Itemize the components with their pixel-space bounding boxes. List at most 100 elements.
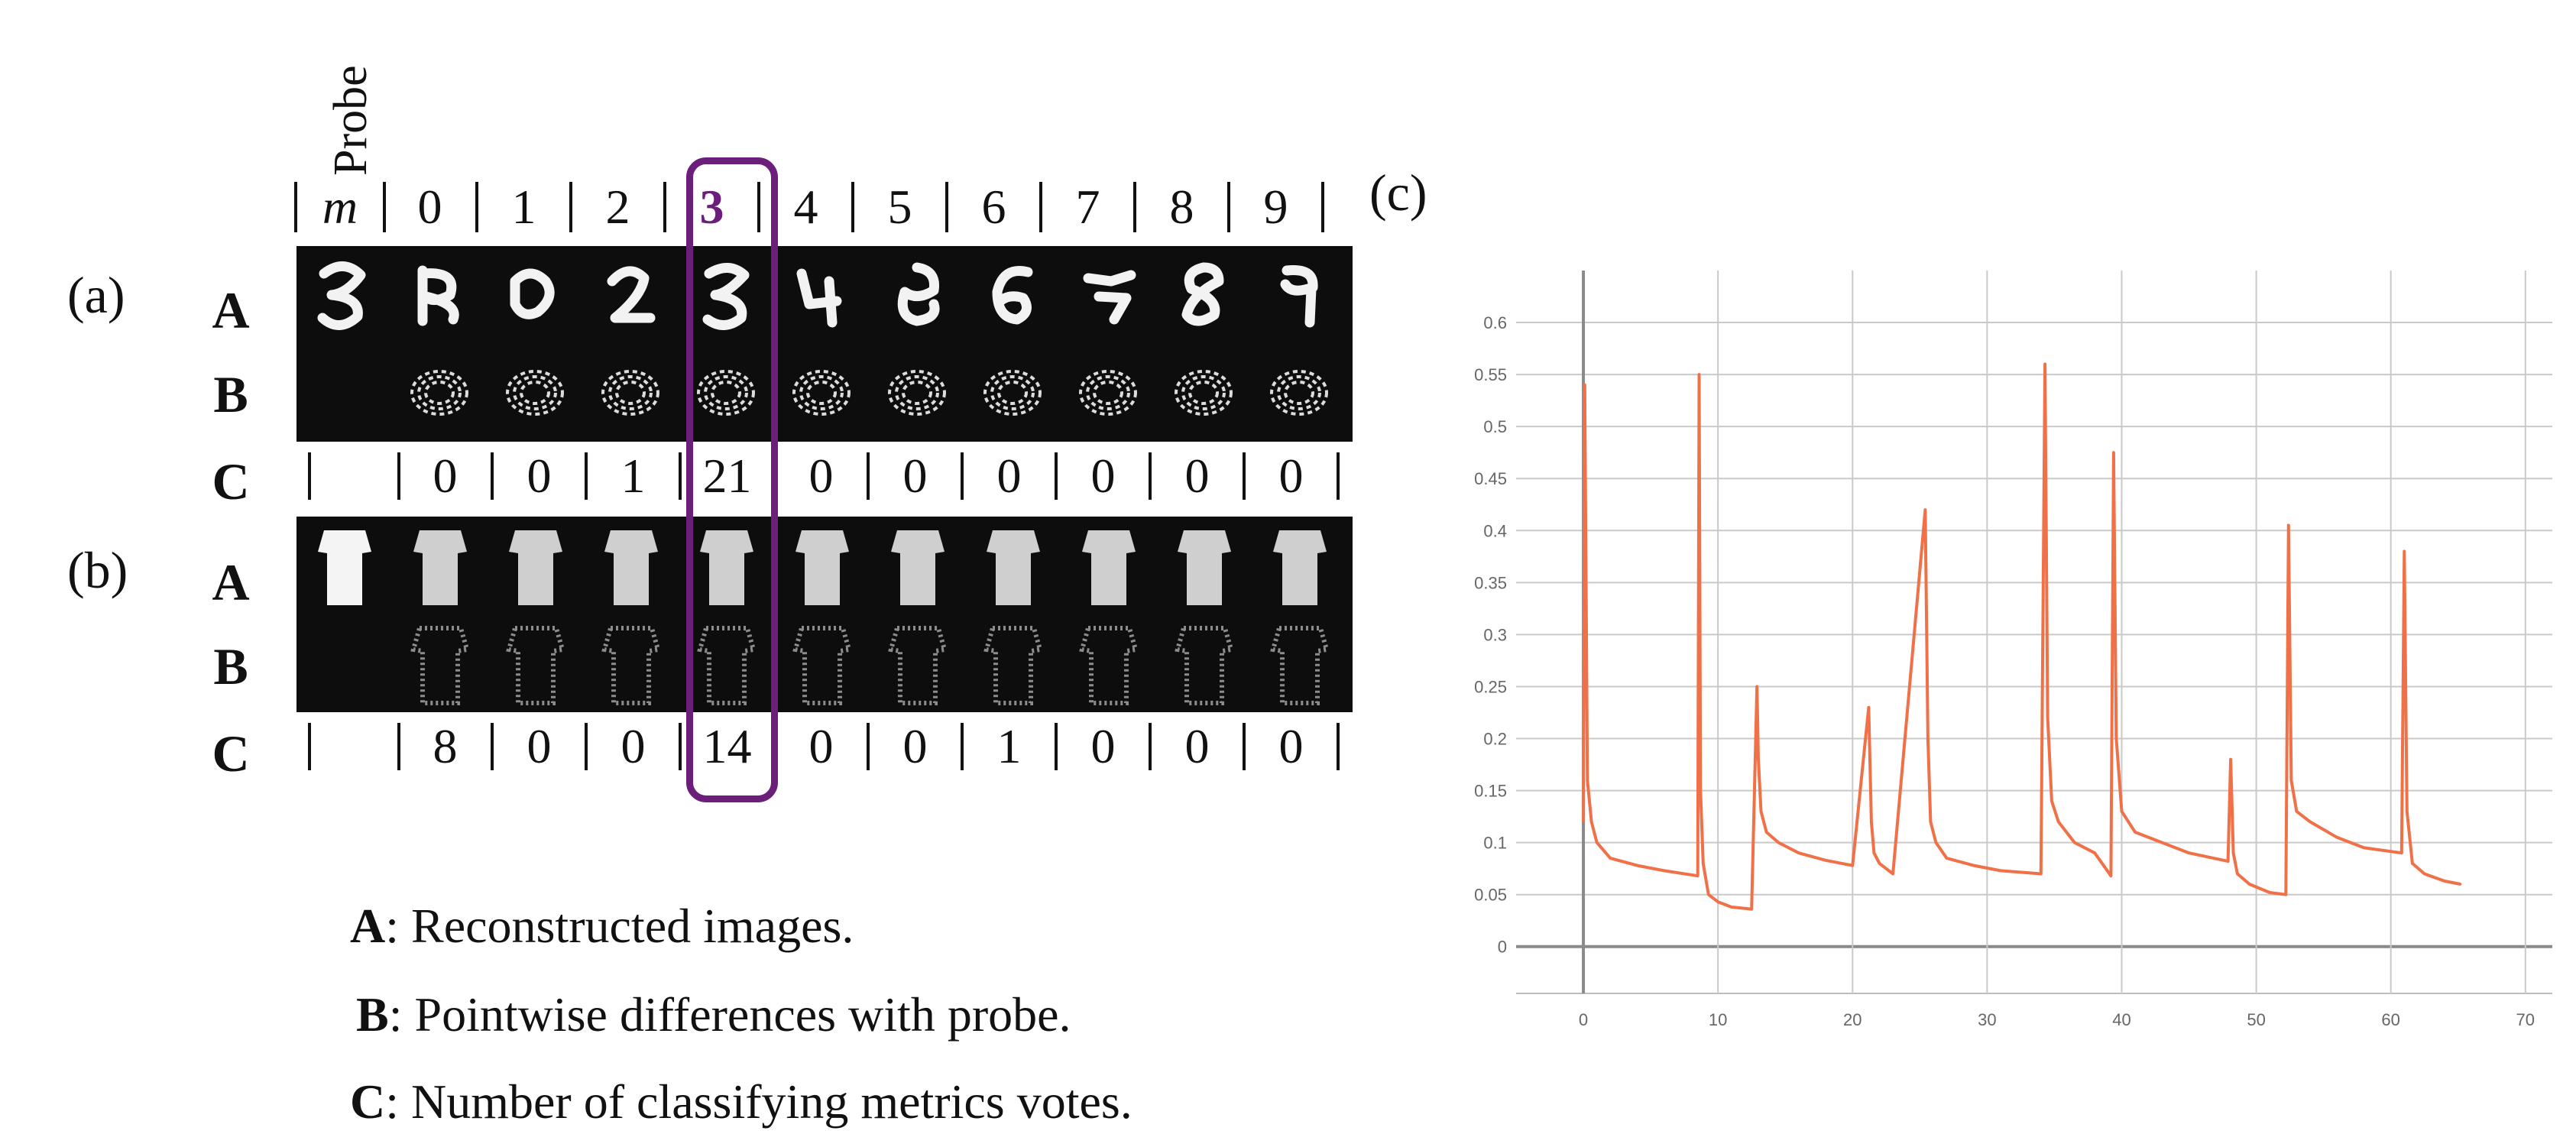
data-point bbox=[2229, 758, 2232, 760]
data-point bbox=[2110, 874, 2112, 877]
y-tick-label: 0.55 bbox=[1474, 365, 1507, 384]
data-point bbox=[1707, 893, 1710, 896]
column-header-1: 1 bbox=[511, 180, 536, 234]
x-tick-label: 10 bbox=[1709, 1010, 1727, 1029]
data-point bbox=[2285, 893, 2287, 896]
column-separator bbox=[585, 723, 588, 770]
data-point bbox=[1636, 864, 1638, 867]
column-header-7: 7 bbox=[1075, 180, 1100, 234]
column-separator bbox=[679, 452, 682, 500]
data-point bbox=[1663, 870, 1665, 872]
column-separator bbox=[308, 452, 311, 500]
panel-b-row-c-label: C bbox=[212, 724, 250, 782]
panel-a-row-b-label: B bbox=[213, 365, 248, 423]
column-separator bbox=[308, 723, 311, 770]
x-tick-label: 60 bbox=[2381, 1010, 2399, 1029]
difference-image bbox=[588, 619, 674, 708]
panel-b-votes-row: 8 0 0 14 0 0 1 0 0 0 bbox=[294, 712, 1364, 781]
column-separator bbox=[757, 182, 760, 232]
panel-a-row-c-label: C bbox=[212, 452, 250, 510]
data-point bbox=[1924, 508, 1926, 511]
x-tick-label: 20 bbox=[1843, 1010, 1862, 1029]
legend-item-a: A: Reconstructed images. bbox=[350, 902, 854, 951]
difference-image bbox=[1161, 619, 1247, 708]
data-point bbox=[2296, 810, 2298, 812]
data-point bbox=[2287, 524, 2290, 527]
x-tick-label: 40 bbox=[2112, 1010, 2130, 1029]
y-tick-label: 0.35 bbox=[1474, 573, 1507, 592]
data-point bbox=[2403, 550, 2406, 552]
panel-a-row-a-label: A bbox=[212, 281, 250, 339]
reconstructed-image bbox=[492, 251, 578, 339]
data-point bbox=[1582, 821, 1585, 823]
column-header-9: 9 bbox=[1263, 180, 1288, 234]
data-point bbox=[2050, 799, 2053, 802]
difference-image bbox=[683, 348, 770, 437]
data-point bbox=[1730, 906, 1732, 909]
reconstructed-image bbox=[874, 251, 961, 339]
y-tick-label: 0.3 bbox=[1483, 625, 1507, 644]
reconstructed-image bbox=[970, 251, 1056, 339]
data-point bbox=[2363, 847, 2365, 849]
reconstructed-image bbox=[1256, 521, 1343, 610]
reconstructed-image bbox=[1065, 521, 1152, 610]
data-point bbox=[1777, 841, 1780, 844]
difference-image bbox=[1065, 348, 1152, 437]
difference-image bbox=[1065, 619, 1152, 708]
data-point bbox=[2443, 880, 2446, 883]
x-tick-label: 50 bbox=[2247, 1010, 2265, 1029]
legend-key: A bbox=[350, 899, 386, 953]
data-point bbox=[1935, 841, 1937, 844]
data-point bbox=[2336, 836, 2338, 839]
column-separator bbox=[1243, 452, 1246, 500]
data-point bbox=[1999, 870, 2002, 872]
difference-image bbox=[683, 619, 770, 708]
data-point bbox=[2460, 883, 2462, 886]
series-line-0 bbox=[1582, 362, 2461, 911]
panel-a-vote-8: 0 bbox=[1184, 449, 1210, 503]
panel-a-votes-row: 0 0 1 21 0 0 0 0 0 0 bbox=[294, 442, 1364, 510]
highlighted-column-box bbox=[686, 157, 778, 802]
panel-b-vote-7: 0 bbox=[1090, 719, 1116, 773]
panel-b-vote-9: 0 bbox=[1278, 719, 1304, 773]
y-tick-label: 0.6 bbox=[1483, 313, 1507, 332]
difference-image bbox=[1256, 348, 1343, 437]
y-tick-label: 0.2 bbox=[1483, 730, 1507, 749]
data-point bbox=[2411, 862, 2414, 865]
data-point bbox=[1586, 779, 1589, 782]
reconstructed-image bbox=[683, 251, 770, 339]
difference-image bbox=[492, 619, 578, 708]
data-point bbox=[2290, 779, 2292, 782]
data-point bbox=[1590, 821, 1593, 823]
data-point bbox=[2043, 363, 2046, 365]
data-point bbox=[1700, 789, 1702, 792]
difference-image bbox=[1256, 619, 1343, 708]
column-separator bbox=[663, 182, 666, 232]
data-point bbox=[1756, 685, 1758, 688]
panel-b-vote-1: 0 bbox=[527, 719, 552, 773]
data-point bbox=[1757, 758, 1760, 760]
legend-key: B bbox=[356, 987, 389, 1042]
column-separator bbox=[585, 452, 588, 500]
data-point bbox=[1609, 857, 1612, 860]
data-point bbox=[2423, 873, 2425, 875]
panel-b-row-a-label: A bbox=[212, 553, 250, 611]
column-separator bbox=[294, 182, 297, 232]
legend-item-c: C: Number of classifying metrics votes. bbox=[350, 1077, 1132, 1126]
reconstructed-image bbox=[874, 521, 961, 610]
panel-a-vote-3: 21 bbox=[702, 449, 752, 503]
column-separator bbox=[867, 452, 870, 500]
panel-a-vote-2: 1 bbox=[621, 449, 646, 503]
data-point bbox=[2057, 821, 2059, 823]
column-separator bbox=[1149, 452, 1152, 500]
mnist-reconstruction-strip bbox=[296, 246, 1353, 442]
column-header-3: 3 bbox=[699, 180, 724, 234]
column-separator bbox=[1133, 182, 1136, 232]
difference-image bbox=[970, 619, 1056, 708]
column-separator bbox=[1149, 723, 1152, 770]
legend-key: C bbox=[350, 1074, 386, 1129]
column-separator bbox=[1337, 723, 1340, 770]
panel-b-vote-3: 14 bbox=[702, 719, 752, 773]
reconstructed-image bbox=[301, 521, 387, 610]
y-tick-label: 0.45 bbox=[1474, 469, 1507, 488]
